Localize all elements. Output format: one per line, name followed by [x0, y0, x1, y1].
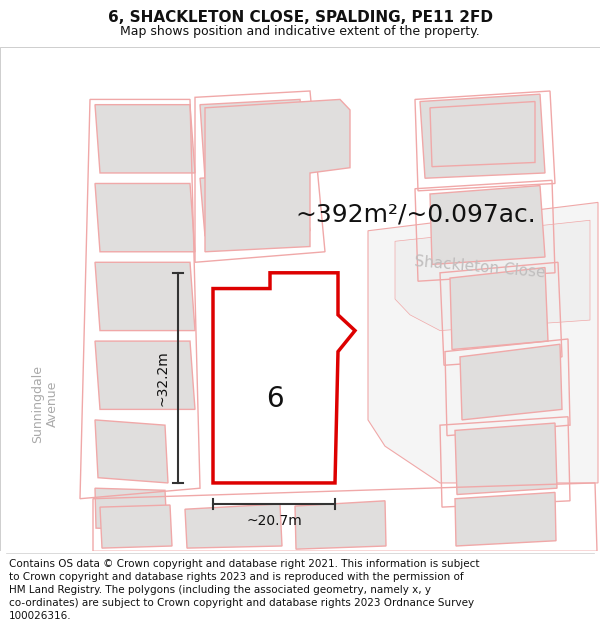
- Polygon shape: [200, 173, 310, 236]
- Polygon shape: [95, 262, 195, 331]
- Text: 6: 6: [266, 385, 284, 413]
- Polygon shape: [460, 344, 562, 420]
- Polygon shape: [95, 488, 167, 530]
- Polygon shape: [213, 272, 355, 483]
- Polygon shape: [368, 202, 598, 483]
- Text: ~32.2m: ~32.2m: [155, 350, 169, 406]
- Polygon shape: [95, 341, 195, 409]
- Polygon shape: [185, 504, 282, 548]
- Text: Map shows position and indicative extent of the property.: Map shows position and indicative extent…: [120, 26, 480, 39]
- Polygon shape: [0, 372, 600, 478]
- Polygon shape: [395, 220, 590, 331]
- Text: ~392m²/~0.097ac.: ~392m²/~0.097ac.: [295, 203, 536, 227]
- Text: Contains OS data © Crown copyright and database right 2021. This information is : Contains OS data © Crown copyright and d…: [9, 559, 479, 621]
- Polygon shape: [420, 94, 545, 178]
- Polygon shape: [430, 186, 545, 264]
- Polygon shape: [95, 184, 195, 252]
- Text: ~20.7m: ~20.7m: [246, 514, 302, 529]
- Polygon shape: [370, 199, 600, 372]
- Polygon shape: [295, 501, 386, 549]
- Polygon shape: [228, 315, 298, 420]
- Polygon shape: [28, 47, 125, 551]
- Polygon shape: [100, 505, 172, 548]
- Polygon shape: [200, 99, 310, 178]
- Text: Sunningdale
Avenue: Sunningdale Avenue: [31, 365, 59, 443]
- Polygon shape: [450, 268, 548, 349]
- Polygon shape: [95, 420, 168, 483]
- Polygon shape: [455, 492, 556, 546]
- Text: Shackleton Close: Shackleton Close: [414, 254, 546, 281]
- Text: 6, SHACKLETON CLOSE, SPALDING, PE11 2FD: 6, SHACKLETON CLOSE, SPALDING, PE11 2FD: [107, 10, 493, 25]
- Polygon shape: [455, 423, 557, 494]
- Polygon shape: [430, 101, 535, 167]
- Polygon shape: [205, 99, 350, 252]
- Polygon shape: [95, 104, 195, 173]
